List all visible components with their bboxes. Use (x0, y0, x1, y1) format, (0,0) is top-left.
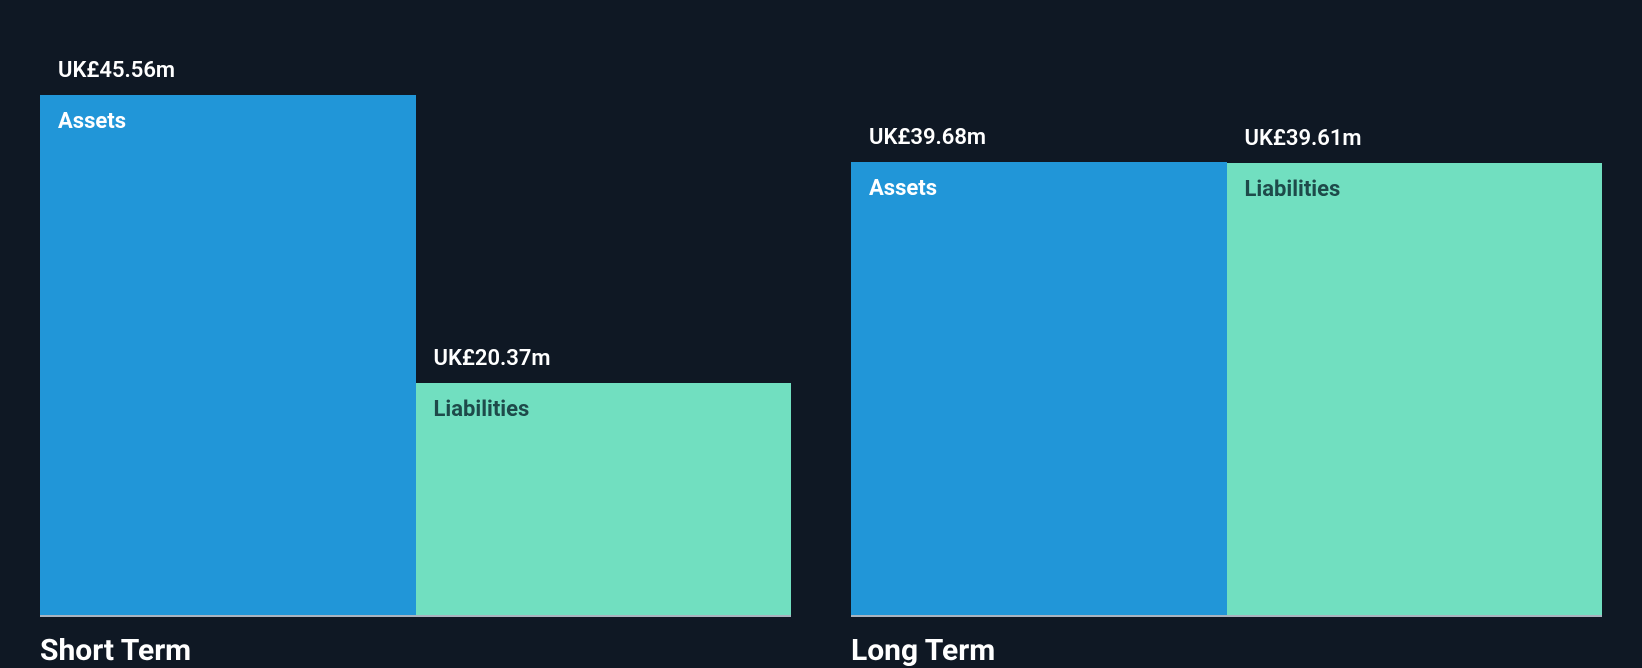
bar-col-liabilities: UK£20.37m Liabilities (416, 0, 792, 615)
panel-title: Long Term (851, 617, 1602, 668)
bar-assets: Assets (851, 162, 1227, 615)
bar-col-assets: UK£45.56m Assets (40, 0, 416, 615)
bar-label: Assets (58, 109, 126, 134)
panel-title: Short Term (40, 617, 791, 668)
bars-wrap: UK£45.56m Assets UK£20.37m Liabilities (40, 0, 791, 615)
bar-col-assets: UK£39.68m Assets (851, 0, 1227, 615)
bar-label: Liabilities (1245, 177, 1341, 202)
bar-liabilities: Liabilities (1227, 163, 1603, 615)
bar-value: UK£39.68m (851, 125, 1227, 162)
bar-value: UK£45.56m (40, 58, 416, 95)
bar-assets: Assets (40, 95, 416, 615)
bar-col-liabilities: UK£39.61m Liabilities (1227, 0, 1603, 615)
bar-liabilities: Liabilities (416, 383, 792, 615)
panel-long-term: UK£39.68m Assets UK£39.61m Liabilities L… (851, 0, 1602, 668)
bar-value: UK£20.37m (416, 346, 792, 383)
bar-label: Assets (869, 176, 937, 201)
chart-area: UK£45.56m Assets UK£20.37m Liabilities (40, 0, 791, 615)
chart-container: UK£45.56m Assets UK£20.37m Liabilities S… (0, 0, 1642, 668)
bar-label: Liabilities (434, 397, 530, 422)
panel-short-term: UK£45.56m Assets UK£20.37m Liabilities S… (40, 0, 791, 668)
bar-value: UK£39.61m (1227, 126, 1603, 163)
chart-area: UK£39.68m Assets UK£39.61m Liabilities (851, 0, 1602, 615)
bars-wrap: UK£39.68m Assets UK£39.61m Liabilities (851, 0, 1602, 615)
